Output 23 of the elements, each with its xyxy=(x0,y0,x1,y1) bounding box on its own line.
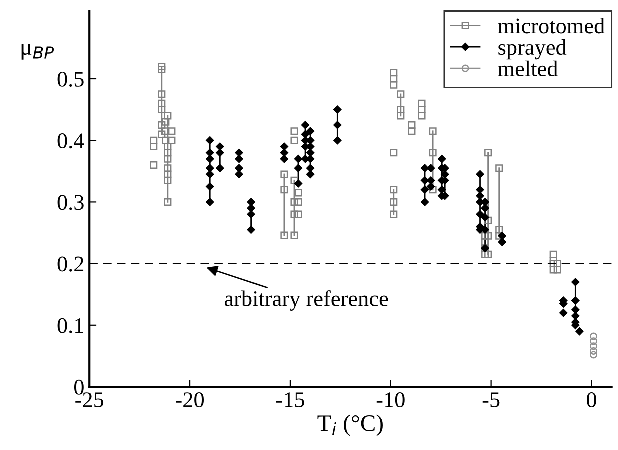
point xyxy=(590,351,598,359)
y-tick-label: 0 xyxy=(74,380,84,395)
y-axis-title: μ$_{BP}$ xyxy=(22,44,54,60)
y-tick-label: 0.4 xyxy=(58,134,84,149)
y-tick-label: 0.1 xyxy=(58,318,84,334)
x-tick-label: -5 xyxy=(482,392,500,408)
legend-label: microtomed xyxy=(498,18,605,34)
y-tick-label: 0.5 xyxy=(58,72,84,88)
x-tick-label: -15 xyxy=(276,392,304,408)
legend-label: sprayed xyxy=(498,39,567,60)
x-tick-label: -25 xyxy=(76,392,104,408)
legend-label: melted xyxy=(498,60,558,77)
x-tick-label: 0 xyxy=(587,392,596,408)
x-tick-label: -10 xyxy=(376,392,405,408)
point xyxy=(590,332,598,340)
y-tick-label: 0.3 xyxy=(58,195,84,210)
point xyxy=(590,338,598,346)
x-axis-title: T$_{i}$ (°C) xyxy=(318,414,383,436)
point xyxy=(590,342,598,350)
x-tick-label: -20 xyxy=(176,392,204,408)
point xyxy=(590,348,598,356)
annotation: arbitrary reference xyxy=(224,290,388,311)
y-tick-label: 0.2 xyxy=(58,256,84,272)
